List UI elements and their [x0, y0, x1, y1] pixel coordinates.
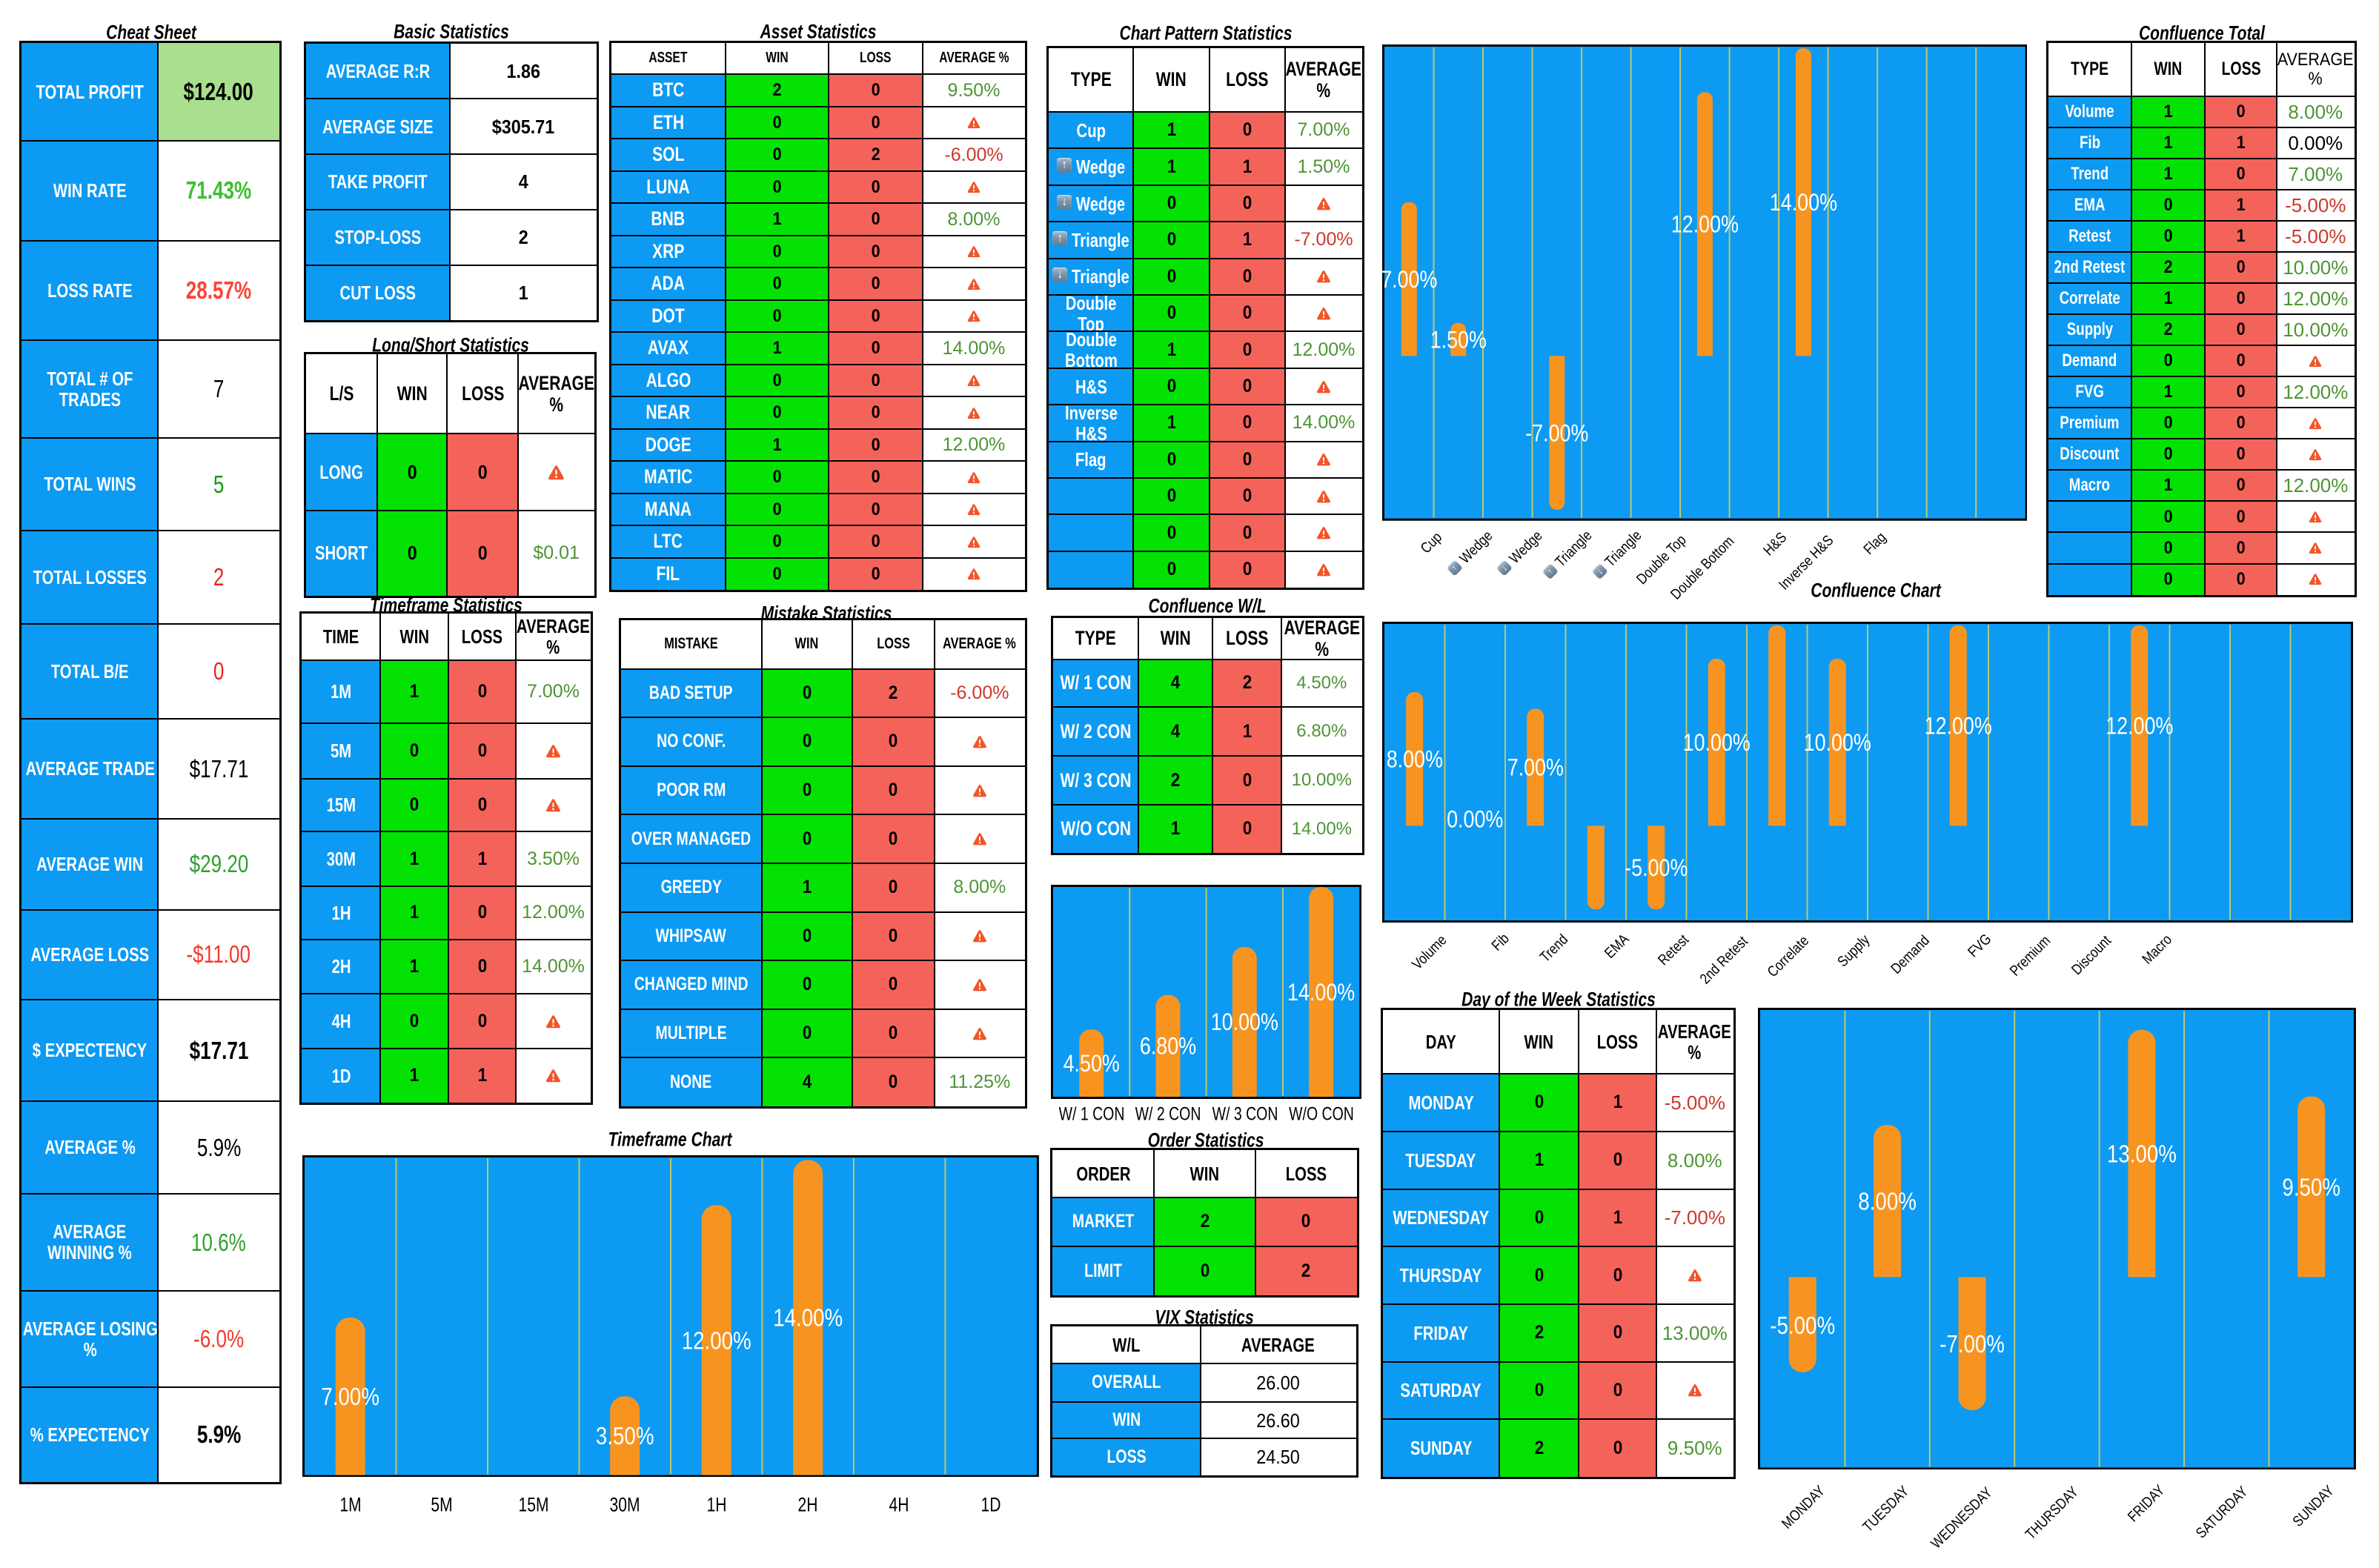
svg-text:12.00%: 12.00% — [681, 1327, 751, 1355]
svg-text:-5.00%: -5.00% — [1770, 1312, 1835, 1340]
svg-text:14.00%: 14.00% — [1770, 190, 1837, 216]
svg-text:7.00%: 7.00% — [1507, 754, 1564, 781]
svg-text:12.00%: 12.00% — [2106, 713, 2173, 740]
svg-text:14.00%: 14.00% — [773, 1304, 843, 1332]
svg-text:-7.00%: -7.00% — [1940, 1330, 2005, 1358]
svg-text:10.00%: 10.00% — [1804, 729, 1871, 756]
svg-text:12.00%: 12.00% — [1671, 212, 1739, 239]
svg-text:4.50%: 4.50% — [1064, 1050, 1120, 1077]
svg-text:-7.00%: -7.00% — [1525, 421, 1588, 448]
svg-text:3.50%: 3.50% — [596, 1422, 654, 1449]
svg-text:1.50%: 1.50% — [1430, 328, 1486, 354]
svg-text:10.00%: 10.00% — [1211, 1009, 1278, 1036]
svg-text:-5.00%: -5.00% — [1625, 854, 1688, 881]
svg-text:0.00%: 0.00% — [1447, 806, 1503, 833]
svg-text:8.00%: 8.00% — [1387, 746, 1443, 773]
svg-text:12.00%: 12.00% — [1925, 713, 1992, 740]
svg-text:7.00%: 7.00% — [321, 1383, 379, 1411]
svg-text:6.80%: 6.80% — [1140, 1033, 1196, 1060]
svg-text:10.00%: 10.00% — [1683, 729, 1751, 756]
svg-text:8.00%: 8.00% — [1858, 1188, 1917, 1215]
svg-text:13.00%: 13.00% — [2107, 1140, 2177, 1168]
svg-text:9.50%: 9.50% — [2282, 1174, 2340, 1201]
svg-text:7.00%: 7.00% — [1382, 267, 1437, 293]
svg-text:14.00%: 14.00% — [1287, 979, 1355, 1006]
